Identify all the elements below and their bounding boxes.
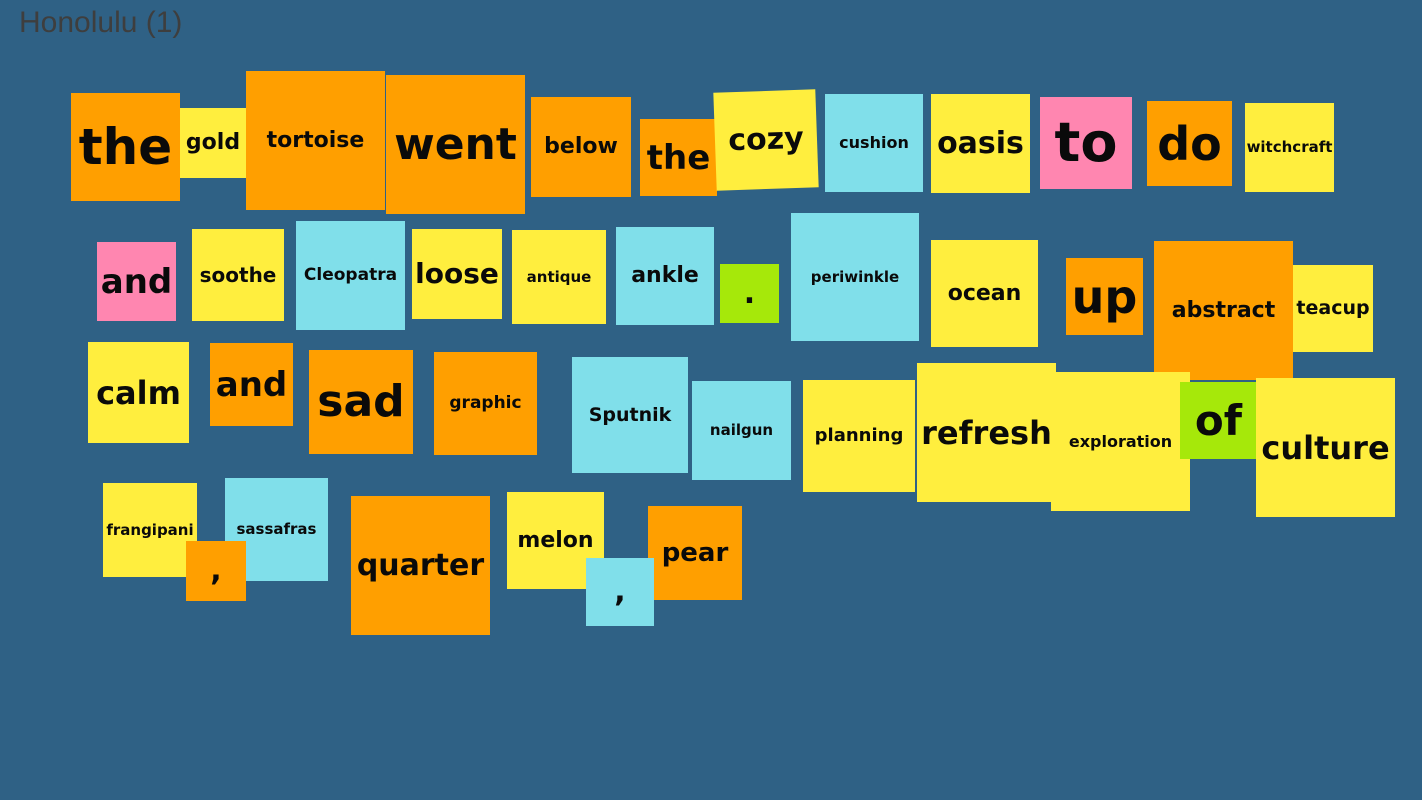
word-tile-periwinkle[interactable]: periwinkle <box>791 213 919 341</box>
word-tile-refresh[interactable]: refresh <box>917 363 1056 502</box>
word-tile-cleopatra[interactable]: Cleopatra <box>296 221 405 330</box>
word-tile-culture[interactable]: culture <box>1256 378 1395 517</box>
word-tile-loose[interactable]: loose <box>412 229 502 319</box>
word-tile-sad[interactable]: sad <box>309 350 413 454</box>
word-tile-of[interactable]: of <box>1180 382 1257 459</box>
word-tile-the-1[interactable]: the <box>71 93 180 201</box>
word-tile-nailgun[interactable]: nailgun <box>692 381 791 480</box>
word-tile-exploration[interactable]: exploration <box>1051 372 1190 511</box>
word-tile-tortoise[interactable]: tortoise <box>246 71 385 210</box>
word-tile-do[interactable]: do <box>1147 101 1232 186</box>
word-tile-up[interactable]: up <box>1066 258 1143 335</box>
word-tile-the-2[interactable]: the <box>640 119 717 196</box>
word-tile-antique[interactable]: antique <box>512 230 606 324</box>
word-tile-cozy[interactable]: cozy <box>713 89 819 191</box>
word-tile-teacup[interactable]: teacup <box>1293 265 1373 352</box>
word-tile-and-1[interactable]: and <box>97 242 176 321</box>
word-tile-abstract[interactable]: abstract <box>1154 241 1293 380</box>
word-tile-calm[interactable]: calm <box>88 342 189 443</box>
word-tile-ankle[interactable]: ankle <box>616 227 714 325</box>
word-tile-witchcraft[interactable]: witchcraft <box>1245 103 1334 192</box>
word-tile-and-2[interactable]: and <box>210 343 293 426</box>
word-tile-comma-2[interactable]: , <box>586 558 654 626</box>
word-tile-sputnik[interactable]: Sputnik <box>572 357 688 473</box>
word-tile-gold[interactable]: gold <box>180 108 246 178</box>
word-tile-period[interactable]: . <box>720 264 779 323</box>
word-tile-graphic[interactable]: graphic <box>434 352 537 455</box>
word-tile-planning[interactable]: planning <box>803 380 915 492</box>
word-tile-oasis[interactable]: oasis <box>931 94 1030 193</box>
word-tile-ocean[interactable]: ocean <box>931 240 1038 347</box>
word-tile-cushion[interactable]: cushion <box>825 94 923 192</box>
word-tile-pear[interactable]: pear <box>648 506 742 600</box>
word-tile-soothe[interactable]: soothe <box>192 229 284 321</box>
word-tile-quarter[interactable]: quarter <box>351 496 490 635</box>
word-tile-to[interactable]: to <box>1040 97 1132 189</box>
word-tile-below[interactable]: below <box>531 97 631 197</box>
word-tile-sassafras[interactable]: sassafras <box>225 478 328 581</box>
word-tile-comma-1[interactable]: , <box>186 541 246 601</box>
board-title: Honolulu (1) <box>19 6 183 39</box>
word-tile-frangipani[interactable]: frangipani <box>103 483 197 577</box>
word-tile-went[interactable]: went <box>386 75 525 214</box>
